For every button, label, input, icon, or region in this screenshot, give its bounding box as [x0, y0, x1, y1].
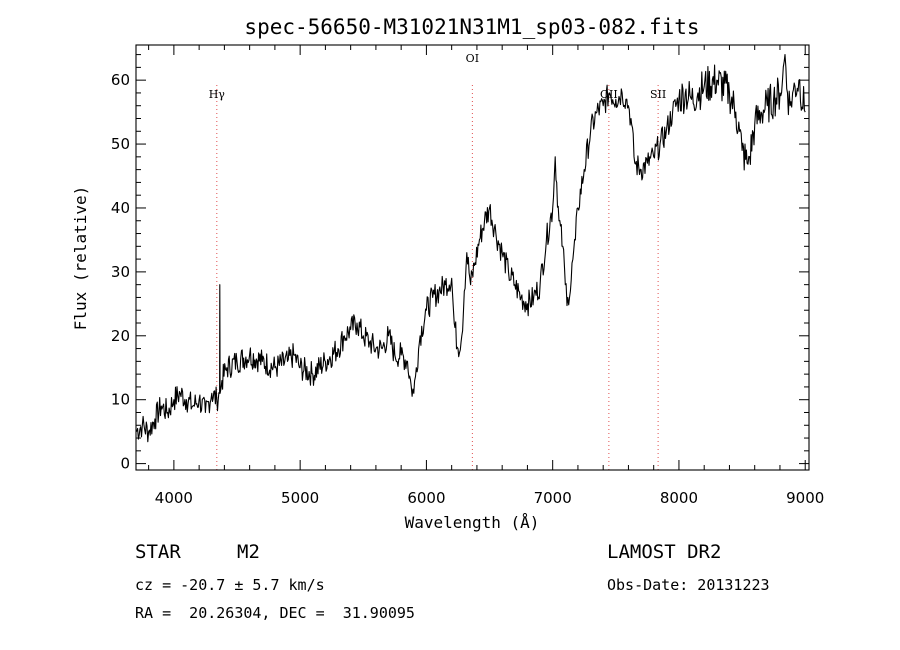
y-tick-label: 40 — [111, 199, 130, 217]
x-tick-label: 4000 — [155, 489, 193, 507]
survey-name: LAMOST DR2 — [607, 541, 722, 563]
y-tick-label: 60 — [111, 71, 130, 89]
y-tick-label: 10 — [111, 391, 130, 409]
x-axis-ticks: 4000 5000 6000 7000 8000 9000 — [148, 45, 824, 507]
x-tick-label: 9000 — [786, 489, 824, 507]
y-tick-label: 30 — [111, 263, 130, 281]
y-tick-label: 50 — [111, 135, 130, 153]
y-axis-ticks: 0 10 20 30 40 50 60 — [111, 54, 809, 473]
x-tick-label: 7000 — [534, 489, 572, 507]
spectral-line-label: Hγ — [209, 88, 226, 101]
observation-date: Obs-Date: 20131223 — [607, 576, 770, 594]
spectral-subclass: M2 — [237, 541, 260, 563]
redshift-velocity: cz = -20.7 ± 5.7 km/s — [135, 576, 325, 594]
x-axis-label: Wavelength (Å) — [405, 513, 540, 532]
object-class: STAR — [135, 541, 181, 563]
chart-title: spec-56650-M31021N31M1_sp03-082.fits — [244, 15, 699, 39]
plot-frame — [135, 44, 810, 471]
spectral-line-label: SII — [650, 88, 666, 101]
x-tick-label: 5000 — [281, 489, 319, 507]
y-tick-label: 0 — [120, 455, 130, 473]
x-tick-label: 6000 — [407, 489, 445, 507]
coordinates: RA = 20.26304, DEC = 31.90095 — [135, 604, 415, 622]
spectral-line-label: OI — [466, 52, 479, 65]
x-tick-label: 8000 — [660, 489, 698, 507]
y-tick-label: 20 — [111, 327, 130, 345]
flux-series-line — [135, 54, 806, 443]
y-axis-label: Flux (relative) — [71, 186, 90, 331]
